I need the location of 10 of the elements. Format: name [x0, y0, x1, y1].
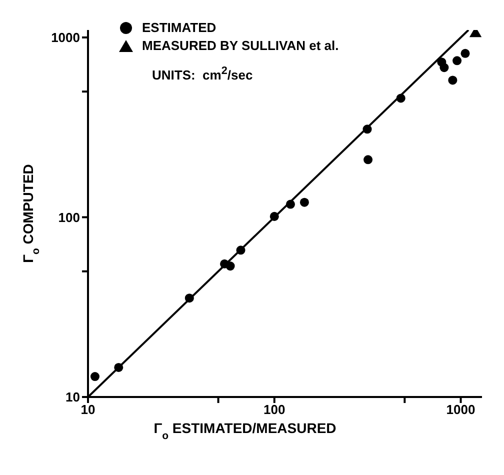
y-tick-label: 10 [66, 390, 80, 405]
y-tick-label: 1000 [51, 30, 80, 46]
x-tick-label: 10 [80, 402, 96, 418]
annotation: UNITS: cm$^{2}$/sec [152, 65, 254, 82]
x-tick-label: 1000 [446, 402, 476, 418]
y-tick-label: 100 [58, 210, 80, 225]
legend-label: MEASURED BY SULLIVAN et al. [142, 38, 339, 53]
x-tick-label: 100 [264, 402, 286, 418]
x-axis-title: Γ$_{o}$ ESTIMATED/MEASURED [154, 420, 336, 442]
legend-label: ESTIMATED [142, 20, 216, 35]
